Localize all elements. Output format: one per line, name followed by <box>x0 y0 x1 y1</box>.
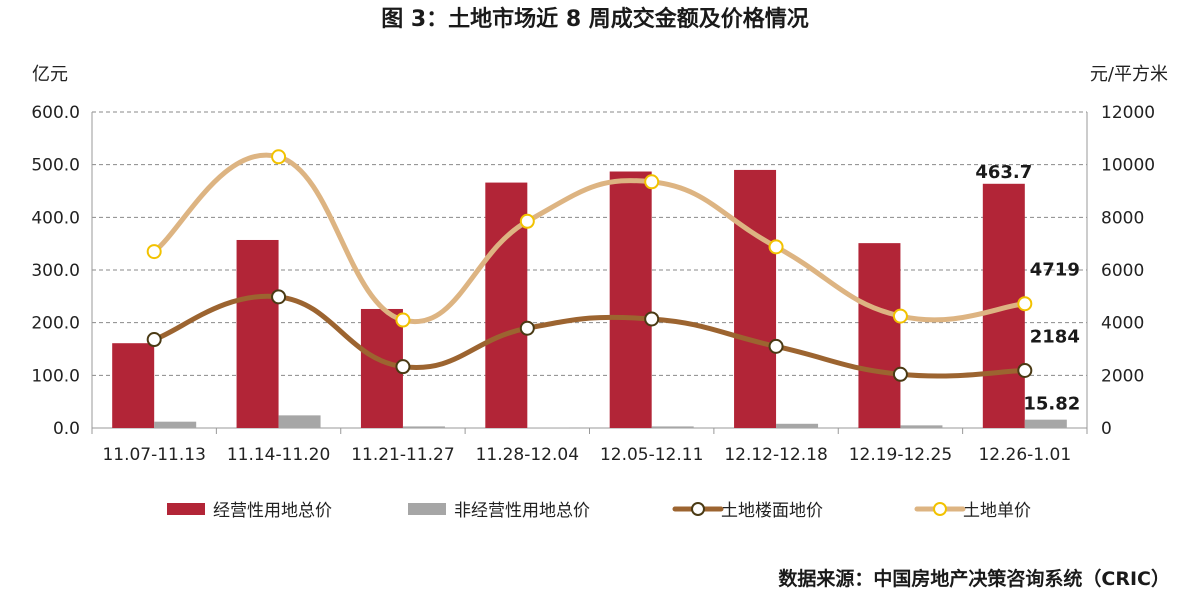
legend-swatch-marker <box>933 502 947 516</box>
bar-non-operating <box>278 415 321 428</box>
point-floor-price <box>768 338 784 354</box>
data-label: 2184 <box>1030 326 1080 347</box>
x-axis-ticks: 11.07-11.13 11.14-11.20 11.21-11.27 11.28-1… <box>102 445 1071 465</box>
bar-non-operating <box>1024 419 1067 428</box>
source-note: 数据来源：中国房地产决策咨询系统（CRIC） <box>778 567 1170 590</box>
legend-swatch-marker <box>691 502 705 516</box>
left-axis-unit: 亿元 <box>32 64 68 85</box>
right-tick-label: 2000 <box>1101 366 1144 386</box>
right-tick-label: 6000 <box>1101 261 1144 281</box>
legend-label: 非经营性用地总价 <box>454 501 590 521</box>
right-tick-label: 8000 <box>1101 208 1144 228</box>
bar-operating <box>236 239 279 428</box>
point-unit-price <box>271 149 287 165</box>
legend-label: 土地楼面地价 <box>721 501 823 521</box>
left-tick-label: 500.0 <box>31 156 80 176</box>
bar-non-operating <box>776 423 819 428</box>
bar-operating <box>112 343 155 428</box>
point-floor-price <box>1017 362 1033 378</box>
x-tick-label: 12.12-12.18 <box>724 445 827 465</box>
line-floor-price <box>151 293 1028 379</box>
left-tick-label: 400.0 <box>31 208 80 228</box>
right-axis-unit: 元/平方米 <box>1090 64 1168 85</box>
right-tick-label: 0 <box>1101 419 1112 439</box>
bar-non-operating <box>900 425 943 428</box>
legend-swatch <box>408 503 446 515</box>
bar-non-operating <box>154 421 197 428</box>
right-axis-ticks: 0 2000 4000 6000 8000 10000 12000 <box>1101 103 1155 439</box>
point-floor-price <box>146 332 162 348</box>
point-floor-price <box>519 320 535 336</box>
series-lines <box>151 152 1028 379</box>
point-floor-price <box>892 366 908 382</box>
data-label: 15.82 <box>1023 394 1080 415</box>
x-tick-label: 11.28-12.04 <box>476 445 579 465</box>
data-label: 4719 <box>1030 260 1080 281</box>
series-points <box>146 149 1033 382</box>
point-unit-price <box>892 308 908 324</box>
bar-operating <box>858 243 901 428</box>
line-unit-price <box>151 152 1028 325</box>
right-tick-label: 10000 <box>1101 156 1155 176</box>
point-unit-price <box>519 213 535 229</box>
data-label: 463.7 <box>975 162 1032 183</box>
x-tick-label: 11.21-11.27 <box>351 445 454 465</box>
right-tick-label: 12000 <box>1101 103 1155 123</box>
data-labels: 463.7 15.82 2184 4719 <box>975 162 1080 415</box>
left-tick-label: 0.0 <box>53 419 80 439</box>
left-axis-ticks: 0.0 100.0 200.0 300.0 400.0 500.0 600.0 <box>31 103 80 439</box>
legend: 经营性用地总价 非经营性用地总价 土地楼面地价 土地单价 <box>167 501 1031 521</box>
legend-swatch <box>167 503 205 515</box>
x-tick-label: 11.14-11.20 <box>227 445 330 465</box>
x-tick-label: 12.26-1.01 <box>978 445 1071 465</box>
right-tick-label: 4000 <box>1101 314 1144 334</box>
point-floor-price <box>395 359 411 375</box>
legend-label: 土地单价 <box>963 501 1031 521</box>
point-unit-price <box>395 312 411 328</box>
point-unit-price <box>146 244 162 260</box>
bar-operating <box>734 169 777 428</box>
bar-non-operating <box>651 426 694 428</box>
point-floor-price <box>644 311 660 327</box>
point-unit-price <box>644 174 660 190</box>
chart-title: 图 3：土地市场近 8 周成交金额及价格情况 <box>381 6 809 32</box>
x-tick-label: 12.19-12.25 <box>849 445 952 465</box>
bar-non-operating <box>527 427 570 428</box>
point-floor-price <box>271 289 287 305</box>
bar-operating <box>609 171 652 428</box>
x-tick-label: 12.05-12.11 <box>600 445 703 465</box>
left-tick-label: 300.0 <box>31 261 80 281</box>
point-unit-price <box>1017 296 1033 312</box>
point-unit-price <box>768 239 784 255</box>
left-tick-label: 100.0 <box>31 366 80 386</box>
bar-non-operating <box>402 426 445 428</box>
x-tick-label: 11.07-11.13 <box>102 445 205 465</box>
legend-label: 经营性用地总价 <box>213 501 332 521</box>
left-tick-label: 200.0 <box>31 314 80 334</box>
left-tick-label: 600.0 <box>31 103 80 123</box>
